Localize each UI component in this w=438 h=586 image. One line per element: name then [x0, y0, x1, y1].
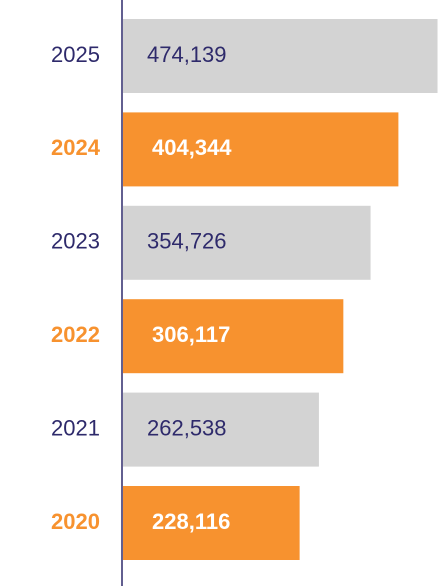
value-label: 262,538: [147, 415, 227, 440]
bar: [123, 486, 300, 560]
value-label: 404,344: [152, 135, 232, 160]
category-label: 2025: [51, 42, 100, 67]
category-label: 2020: [51, 509, 100, 534]
bar: [123, 299, 344, 374]
category-label: 2022: [51, 322, 100, 347]
value-label: 354,726: [147, 229, 227, 254]
category-label: 2023: [51, 229, 100, 254]
bar: [123, 392, 319, 467]
bar: [123, 19, 438, 93]
bar: [123, 112, 399, 187]
value-label: 306,117: [152, 322, 230, 347]
category-label: 2021: [51, 415, 100, 440]
value-label: 228,116: [152, 509, 230, 534]
bar: [123, 205, 371, 280]
value-label: 474,139: [147, 42, 227, 67]
category-label: 2024: [51, 135, 101, 160]
